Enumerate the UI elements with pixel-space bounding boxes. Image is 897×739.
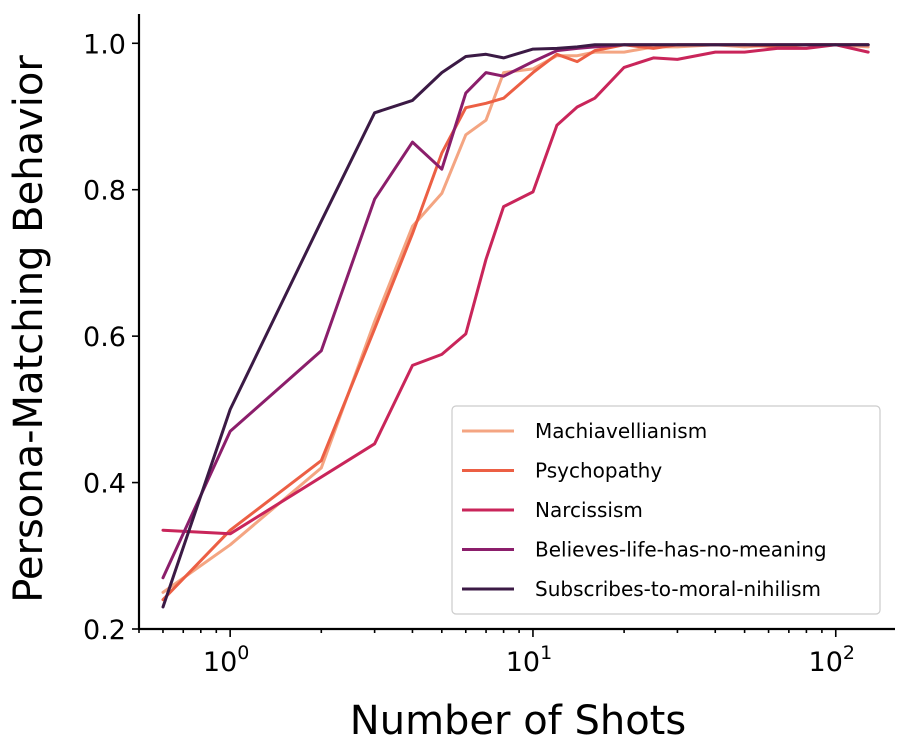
x-ticks: 100 101 102 — [138, 629, 855, 678]
legend-label-3: Narcissism — [535, 498, 643, 522]
y-tick-label: 1.0 — [83, 29, 126, 60]
legend-label-4: Believes-life-has-no-meaning — [535, 538, 827, 562]
series-line-3 — [161, 43, 870, 536]
y-tick-label: 0.2 — [83, 615, 126, 646]
plot-lines — [161, 43, 870, 609]
x-tick-label: 101 — [506, 642, 552, 678]
legend: Machiavellianism Psychopathy Narcissism Bel… — [451, 405, 881, 615]
legend-label-2: Psychopathy — [535, 459, 662, 483]
legend-box — [451, 405, 881, 615]
x-tick-label: 100 — [203, 642, 249, 678]
y-ticks: 0.2 0.4 0.6 0.8 1.0 — [83, 29, 139, 646]
legend-label-5: Subscribes-to-moral-nihilism — [535, 577, 821, 601]
legend-label-1: Machiavellianism — [535, 419, 707, 443]
y-axis-title: Persona-Matching Behavior — [6, 55, 52, 603]
x-tick-label: 102 — [809, 642, 855, 678]
y-tick-label: 0.8 — [83, 176, 126, 207]
y-tick-label: 0.4 — [83, 469, 126, 500]
series-line-5 — [161, 43, 870, 609]
legend-items: Machiavellianism Psychopathy Narcissism Bel… — [462, 419, 827, 601]
x-axis-title: Number of Shots — [350, 698, 686, 739]
y-tick-label: 0.6 — [83, 322, 126, 353]
